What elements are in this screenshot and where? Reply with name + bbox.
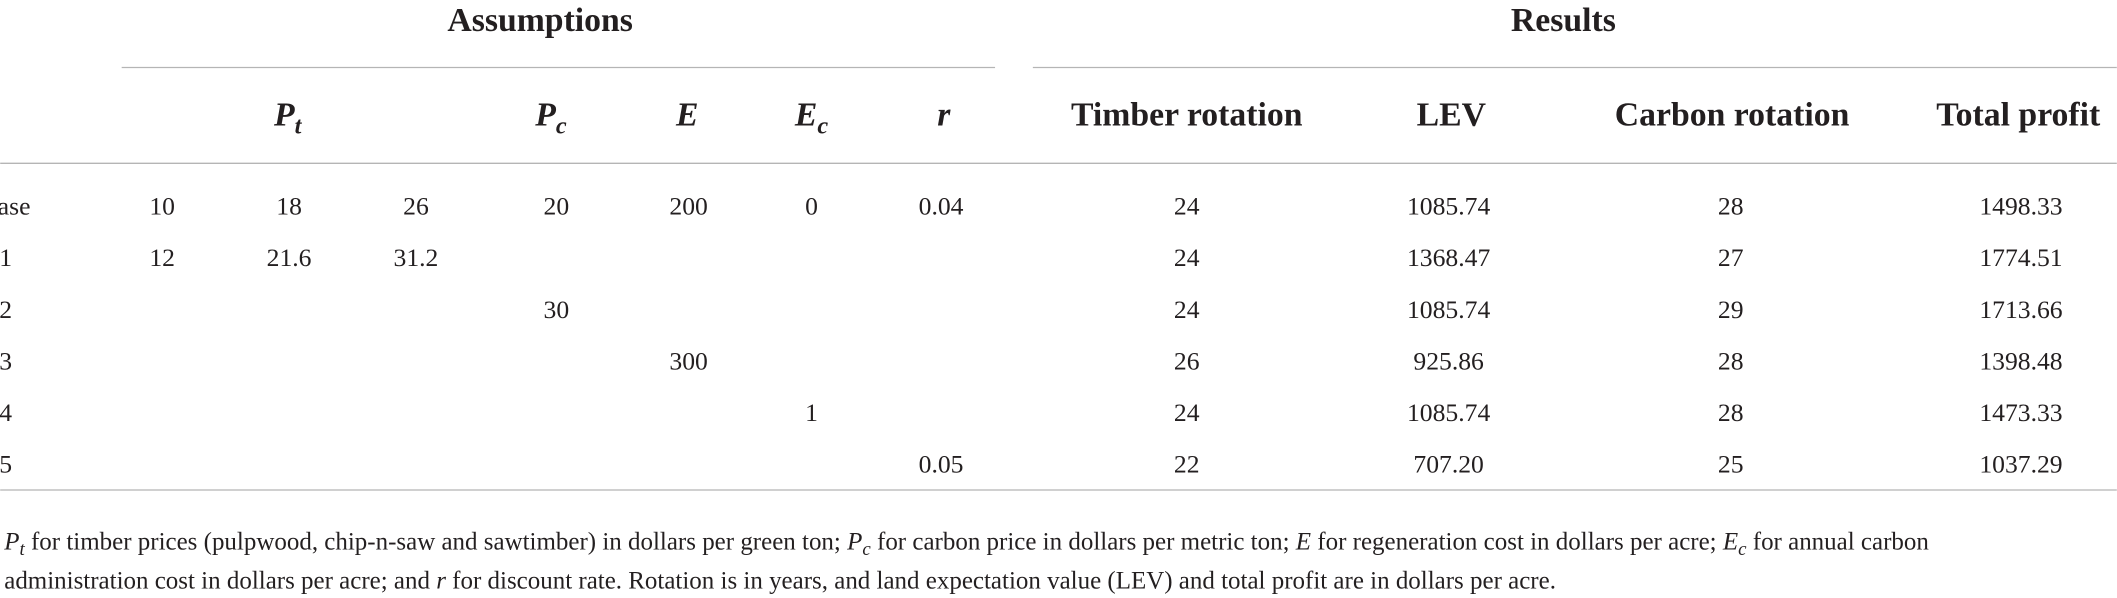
- cell: 0.04: [919, 192, 964, 221]
- cell: 18: [276, 192, 302, 221]
- column-header: E: [675, 97, 699, 134]
- group-header: Assumptions: [447, 2, 633, 39]
- cell: 1085.74: [1407, 398, 1490, 427]
- cell: 27: [1718, 243, 1744, 272]
- subscript: t: [295, 113, 303, 140]
- footnote: Pt for timber prices (pulpwood, chip-n-s…: [3, 528, 1929, 559]
- subscript: c: [817, 113, 828, 140]
- cell: 24: [1174, 243, 1200, 272]
- cell: 1085.74: [1407, 295, 1490, 324]
- cell: 12: [149, 243, 175, 272]
- column-header: Carbon rotation: [1615, 97, 1850, 134]
- cell: 1368.47: [1407, 243, 1490, 272]
- fn-part: for timber prices (pulpwood, chip-n-saw …: [25, 528, 847, 555]
- row-label: 5: [0, 449, 12, 478]
- fn-part: for regeneration cost in dollars per acr…: [1311, 528, 1723, 555]
- cell: 26: [1174, 346, 1200, 375]
- cell: 1085.74: [1407, 192, 1490, 221]
- cell: 10: [149, 192, 175, 221]
- cell: 28: [1718, 398, 1744, 427]
- symbol: P: [534, 97, 556, 134]
- cell: 1473.33: [1979, 398, 2062, 427]
- cell: 707.20: [1413, 449, 1483, 478]
- cell: 1713.66: [1979, 295, 2062, 324]
- cell: 1: [805, 398, 818, 427]
- fn-part: c: [862, 539, 871, 560]
- column-header: r: [937, 97, 951, 134]
- group-header: Results: [1511, 2, 1616, 39]
- fn-part: for annual carbon: [1747, 528, 1930, 555]
- footnote: administration cost in dollars per acre;…: [4, 568, 1556, 595]
- cell: 925.86: [1413, 346, 1484, 375]
- symbol: E: [675, 97, 699, 134]
- fn-part: E: [1295, 528, 1311, 555]
- cell: 25: [1718, 449, 1744, 478]
- column-header: Pt: [273, 97, 303, 140]
- fn-part: P: [3, 528, 19, 555]
- column-header: LEV: [1417, 97, 1486, 134]
- row-label: 2: [0, 295, 12, 324]
- cell: 30: [544, 295, 570, 324]
- symbol: E: [794, 97, 818, 134]
- subscript: c: [556, 113, 567, 140]
- cell: 1037.29: [1979, 449, 2062, 478]
- row-label: 1: [0, 243, 12, 272]
- fn-part: administration cost in dollars per acre;…: [4, 568, 436, 595]
- cell: 24: [1174, 192, 1200, 221]
- column-header: Timber rotation: [1071, 97, 1303, 134]
- column-header: Total profit: [1936, 97, 2101, 134]
- cell: 21.6: [267, 243, 312, 272]
- fn-part: for discount rate. Rotation is in years,…: [446, 568, 1556, 595]
- cell: 28: [1718, 192, 1744, 221]
- row-label: 3: [0, 346, 12, 375]
- cell: 26: [403, 192, 429, 221]
- cell: 1398.48: [1979, 346, 2062, 375]
- cell: 0.05: [919, 449, 964, 478]
- cell: 1498.33: [1979, 192, 2062, 221]
- cell: 1774.51: [1979, 243, 2062, 272]
- column-header: Ec: [794, 97, 829, 140]
- fn-part: r: [436, 568, 446, 595]
- fn-part: c: [1738, 539, 1747, 560]
- row-label: Base: [0, 192, 30, 221]
- fn-part: for carbon price in dollars per metric t…: [871, 528, 1296, 555]
- fn-part: t: [20, 539, 26, 560]
- cell: 24: [1174, 398, 1200, 427]
- cell: 0: [805, 192, 818, 221]
- row-label: 4: [0, 398, 12, 427]
- cell: 22: [1174, 449, 1200, 478]
- cell: 20: [544, 192, 570, 221]
- cell: 24: [1174, 295, 1200, 324]
- fn-part: P: [846, 528, 862, 555]
- cell: 31.2: [394, 243, 439, 272]
- fn-part: E: [1722, 528, 1738, 555]
- symbol: r: [937, 97, 951, 134]
- cell: 28: [1718, 346, 1744, 375]
- column-header: Pc: [534, 97, 567, 140]
- cell: 29: [1718, 295, 1744, 324]
- cell: 300: [669, 346, 707, 375]
- cell: 200: [669, 192, 707, 221]
- symbol: P: [273, 97, 295, 134]
